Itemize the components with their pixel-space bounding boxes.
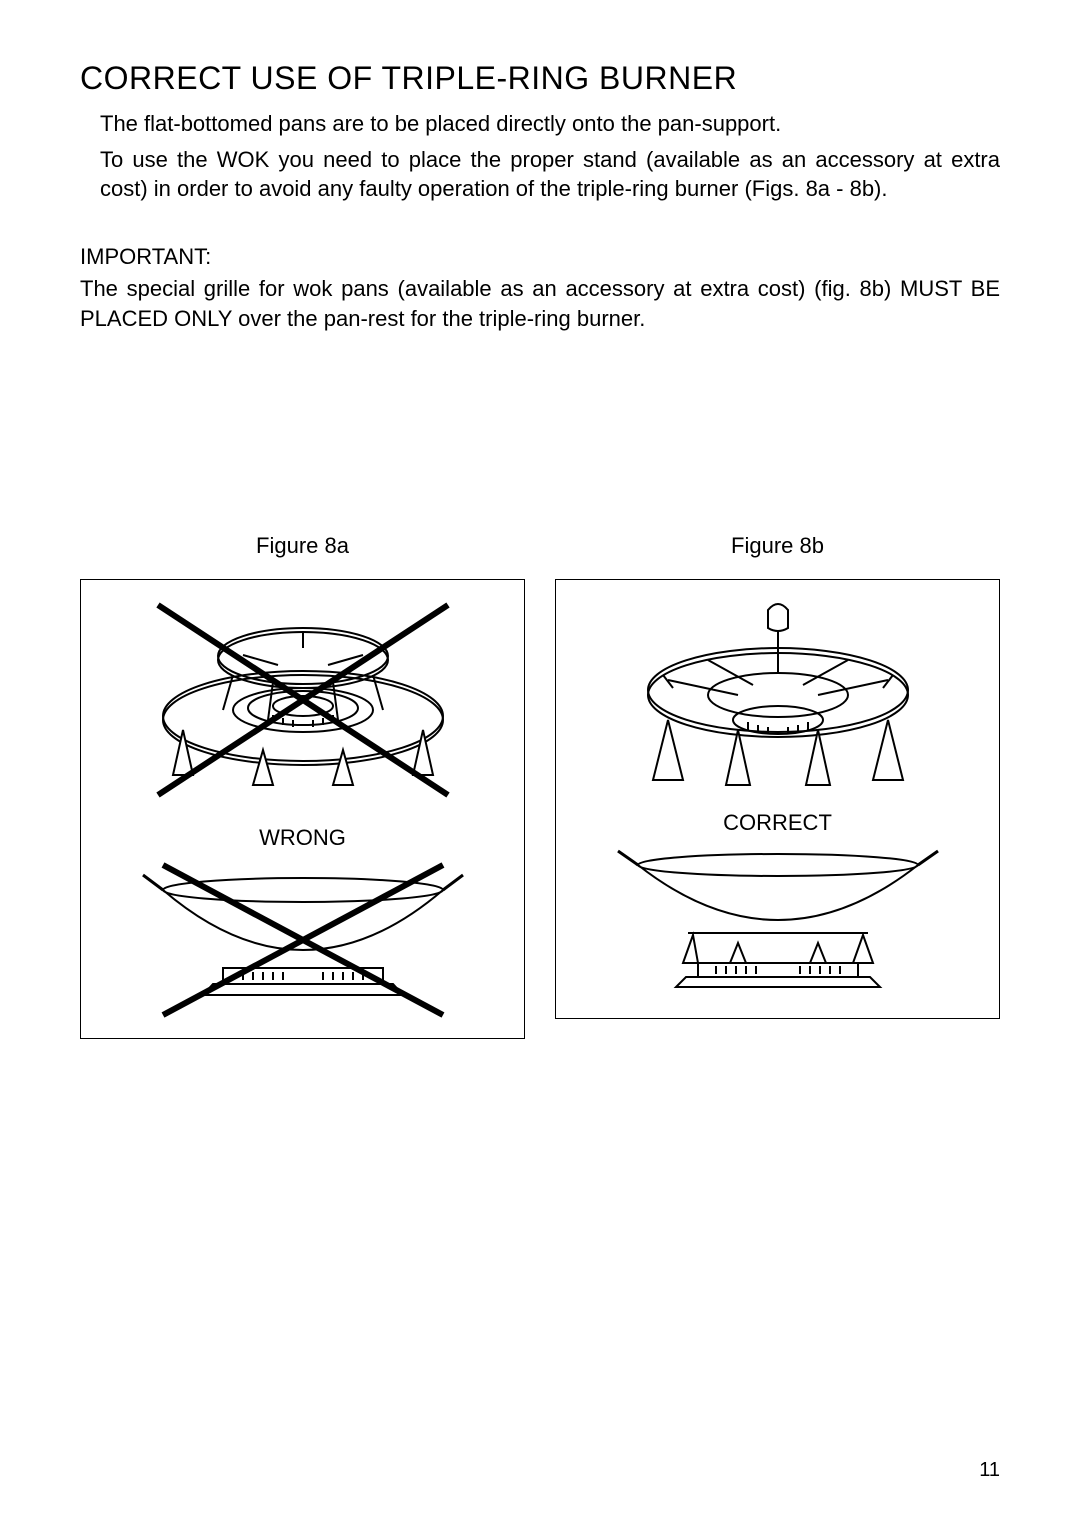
- figures-row: Figure 8a: [80, 533, 1000, 1039]
- wok-stand-correct-icon: [598, 600, 958, 810]
- figure-8b-box: CORRECT: [555, 579, 1000, 1019]
- important-label: IMPORTANT:: [80, 244, 1000, 270]
- figure-8a-caption: Figure 8a: [256, 533, 349, 559]
- figure-8b-caption: Figure 8b: [731, 533, 824, 559]
- page-number: 11: [979, 1459, 1000, 1482]
- important-text-part2: over the pan-rest for the triple-ring bu…: [232, 306, 645, 331]
- page-heading: CORRECT USE OF TRIPLE-RING BURNER: [80, 60, 1000, 97]
- wok-on-burner-wrong-icon: [123, 860, 483, 1020]
- important-text-part1: The special grille for wok pans (availab…: [80, 276, 900, 301]
- wok-on-stand-correct-icon: [598, 845, 958, 1005]
- correct-label: CORRECT: [723, 810, 832, 836]
- wrong-label: WRONG: [259, 825, 346, 851]
- wok-stand-wrong-icon: [123, 600, 483, 800]
- figure-8a-box: WRONG: [80, 579, 525, 1039]
- paragraph-2: To use the WOK you need to place the pro…: [100, 145, 1000, 204]
- figure-8a-column: Figure 8a: [80, 533, 525, 1039]
- figure-8b-column: Figure 8b: [555, 533, 1000, 1039]
- paragraph-1: The flat-bottomed pans are to be placed …: [100, 109, 1000, 139]
- important-text: The special grille for wok pans (availab…: [80, 274, 1000, 333]
